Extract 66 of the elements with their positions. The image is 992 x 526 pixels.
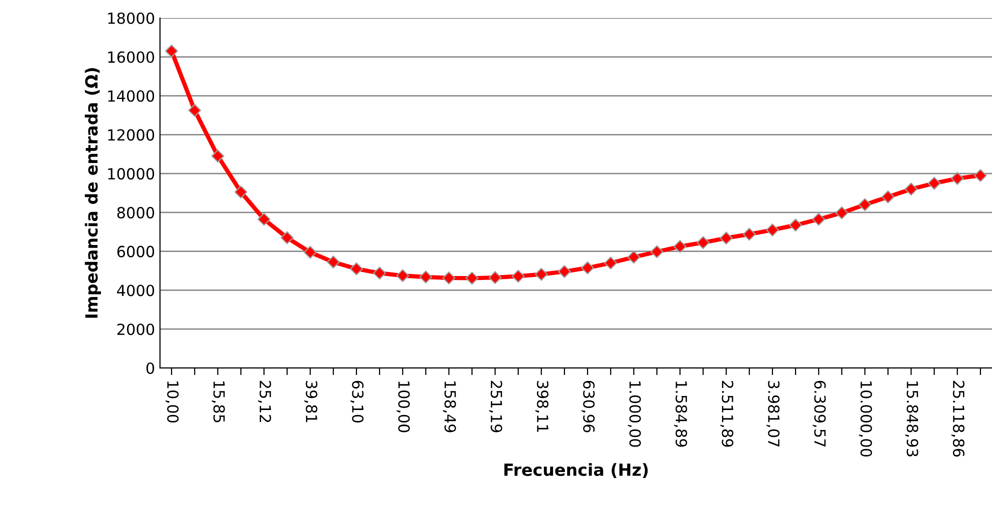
- point: [812, 212, 826, 226]
- point: [442, 272, 456, 284]
- point: [373, 266, 386, 280]
- x-tick-label: 6.309,57: [812, 380, 826, 447]
- point: [211, 150, 224, 163]
- point: [696, 236, 710, 250]
- point: [904, 182, 918, 196]
- point: [165, 44, 178, 58]
- y-tick-label: 18000: [108, 12, 154, 24]
- point: [466, 272, 478, 285]
- y-tick-label: 4000: [117, 284, 154, 296]
- point: [350, 262, 363, 276]
- x-tick-label: 3.981,07: [766, 380, 780, 447]
- point: [258, 212, 270, 226]
- y-tick-label: 0: [146, 362, 154, 374]
- x-tick-label: 2.511,89: [720, 380, 734, 447]
- point: [928, 176, 941, 190]
- x-tick-label: 630,96: [582, 380, 595, 432]
- y-tick-label: 12000: [108, 129, 154, 141]
- x-axis-title: Frecuencia (Hz): [504, 463, 648, 478]
- point: [974, 169, 987, 182]
- point: [512, 270, 525, 283]
- y-tick-label: 8000: [117, 206, 154, 218]
- x-tick-label: 25.118,86: [951, 380, 964, 457]
- y-axis-title: Impedancia de entrada (Ω): [84, 68, 101, 318]
- y-tick-label: 10000: [108, 168, 154, 180]
- point: [742, 228, 756, 241]
- x-tick-label: 100,00: [396, 381, 410, 432]
- x-tick-label: 10.000,00: [858, 381, 872, 457]
- y-tick-label: 6000: [117, 246, 154, 258]
- x-tick-label: 15.848,93: [905, 381, 918, 456]
- y-tick-label: 14000: [108, 90, 154, 102]
- point: [396, 269, 410, 282]
- x-tick-label: 158,49: [442, 381, 456, 432]
- point: [280, 231, 294, 244]
- y-tick-label: 2000: [117, 324, 154, 336]
- x-tick-label: 63,10: [350, 380, 364, 423]
- x-tick-label: 251,19: [489, 380, 502, 432]
- point: [650, 245, 664, 258]
- point: [188, 104, 202, 117]
- y-tick-label: 16000: [108, 51, 154, 63]
- point: [604, 256, 618, 270]
- point: [789, 218, 802, 232]
- point: [558, 265, 571, 278]
- point: [720, 232, 733, 245]
- point: [882, 190, 894, 204]
- point: [835, 206, 848, 220]
- point: [234, 186, 248, 198]
- point: [627, 250, 640, 264]
- point: [581, 261, 594, 274]
- x-tick-label: 25,12: [258, 380, 272, 422]
- point: [534, 268, 548, 281]
- x-tick-label: 39,81: [304, 380, 318, 422]
- x-tick-label: 10,00: [166, 381, 179, 423]
- point: [488, 271, 502, 284]
- x-tick-label: 15,85: [212, 381, 225, 422]
- x-tick-label: 1.584,89: [674, 381, 688, 447]
- point: [858, 198, 872, 212]
- point: [326, 256, 340, 268]
- point: [419, 270, 432, 284]
- x-tick-label: 1.000,00: [628, 381, 641, 447]
- point: [304, 246, 317, 259]
- point: [950, 172, 964, 185]
- x-tick-label: 398,11: [535, 380, 548, 432]
- point: [674, 240, 686, 253]
- point: [766, 223, 779, 236]
